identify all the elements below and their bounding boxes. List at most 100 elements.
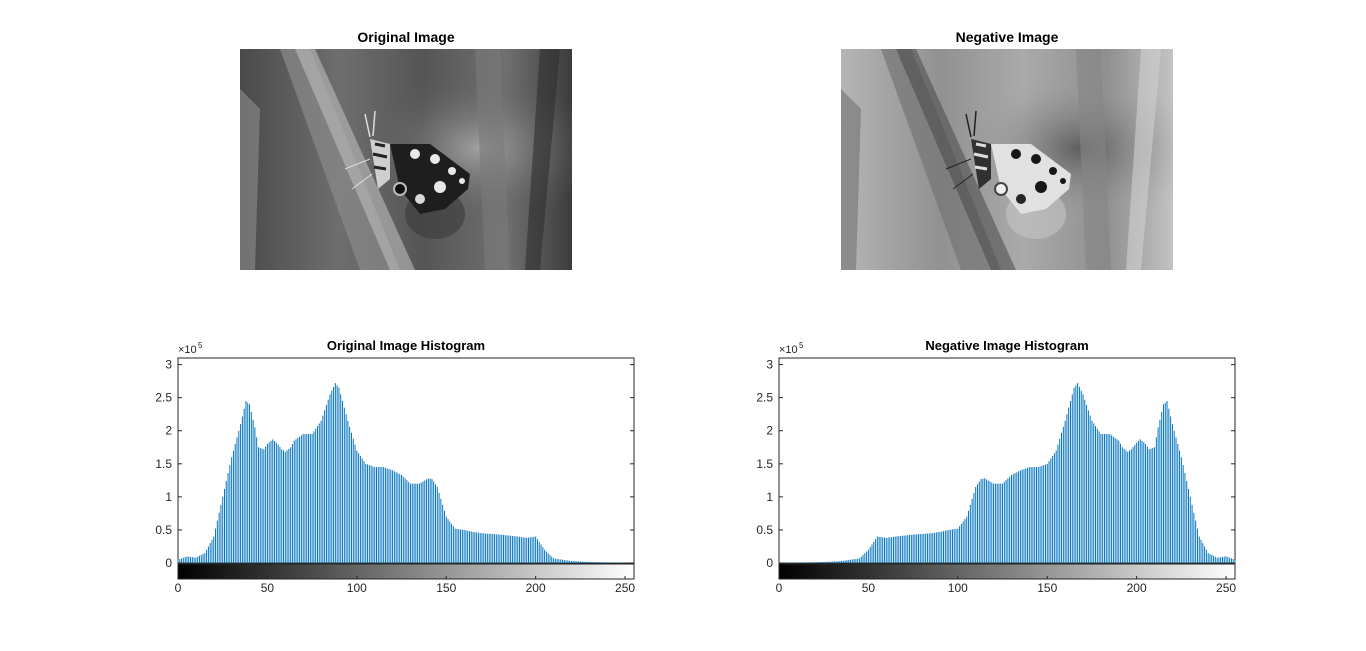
histogram-bar bbox=[1087, 410, 1089, 563]
histogram-bar bbox=[1204, 546, 1206, 563]
histogram-bar bbox=[887, 537, 889, 563]
histogram-bar bbox=[1014, 473, 1016, 563]
histogram-bar bbox=[1198, 536, 1200, 563]
histogram-bar bbox=[451, 523, 453, 563]
y-tick-label: 3 bbox=[766, 358, 773, 372]
butterfly-shape-negative bbox=[945, 110, 1071, 214]
histogram-bar bbox=[1080, 390, 1082, 563]
histogram-bar bbox=[894, 536, 896, 563]
histogram-bar bbox=[254, 427, 256, 563]
histogram-bar bbox=[923, 533, 925, 563]
histogram-bar bbox=[427, 478, 429, 563]
histogram-bar bbox=[941, 531, 943, 563]
histogram-bar bbox=[213, 536, 215, 563]
x-tick-label: 250 bbox=[1216, 581, 1236, 595]
histogram-bar bbox=[290, 447, 292, 563]
histogram-bar bbox=[946, 530, 948, 563]
y-exponent-power: 5 bbox=[198, 341, 203, 350]
histogram-bar bbox=[1046, 463, 1048, 563]
histogram-bar bbox=[447, 519, 449, 563]
y-tick-label: 1.5 bbox=[756, 457, 773, 471]
histogram-bar bbox=[1096, 428, 1098, 563]
histogram-bar bbox=[873, 541, 875, 563]
histogram-bar bbox=[869, 547, 871, 563]
histogram-bar bbox=[1023, 469, 1025, 563]
histogram-bar bbox=[1028, 467, 1030, 563]
histogram-bar bbox=[998, 483, 1000, 563]
histogram-bar bbox=[313, 431, 315, 563]
histogram-bar bbox=[315, 428, 317, 563]
histogram-bar bbox=[435, 484, 436, 563]
histogram-bar bbox=[576, 561, 578, 563]
histogram-bar bbox=[1069, 400, 1071, 563]
histogram-bar bbox=[601, 562, 603, 563]
histogram-bar bbox=[910, 534, 912, 563]
histogram-bar bbox=[300, 435, 302, 563]
histogram-bar bbox=[485, 533, 487, 563]
histogram-bar bbox=[354, 444, 356, 563]
histogram-bar bbox=[950, 529, 952, 563]
histogram-bar bbox=[1041, 465, 1043, 563]
histogram-bar bbox=[1177, 443, 1179, 563]
histogram-bar bbox=[973, 492, 975, 563]
histogram-bar bbox=[381, 467, 383, 563]
histogram-bar bbox=[542, 547, 544, 563]
histogram-bar bbox=[193, 557, 195, 563]
histogram-bar bbox=[1152, 447, 1154, 563]
histogram-bar bbox=[474, 532, 476, 563]
histogram-bar bbox=[592, 562, 594, 563]
histogram-1: Negative Image Histogram 0 0.5 1 1.5 2 2.5 3 ×10… bbox=[756, 338, 1236, 595]
histogram-bar bbox=[383, 467, 385, 563]
histogram-bar bbox=[438, 492, 440, 563]
histogram-bar bbox=[841, 561, 843, 563]
histogram-bar bbox=[901, 535, 903, 563]
histogram-bar bbox=[937, 532, 939, 563]
histogram-bar bbox=[878, 536, 880, 563]
histogram-bar bbox=[1044, 464, 1046, 563]
histogram-bar bbox=[980, 479, 982, 563]
histogram-bar bbox=[519, 536, 521, 563]
histogram-bar bbox=[1139, 439, 1141, 563]
histogram-bar bbox=[279, 447, 281, 563]
histogram-bar bbox=[506, 535, 508, 563]
histogram-bar bbox=[825, 561, 826, 563]
histogram-bar bbox=[370, 465, 372, 563]
histogram-bar bbox=[953, 529, 955, 563]
histogram-bar bbox=[274, 440, 276, 563]
histogram-bar bbox=[921, 533, 923, 563]
x-tick-label: 0 bbox=[776, 581, 783, 595]
y-exponent-power: 5 bbox=[799, 341, 804, 350]
histogram-bar bbox=[1112, 436, 1114, 563]
histogram-bar bbox=[1057, 444, 1059, 563]
axes-box bbox=[778, 357, 1236, 564]
histogram-bar bbox=[832, 561, 834, 563]
histogram-bar bbox=[1078, 386, 1080, 563]
histogram-bar bbox=[1068, 407, 1070, 563]
histogram-bar bbox=[1061, 432, 1063, 563]
histogram-bar bbox=[909, 534, 911, 563]
histogram-bar bbox=[1027, 467, 1029, 563]
histogram-bar bbox=[839, 561, 841, 563]
histogram-bar bbox=[468, 531, 470, 563]
histogram-bar bbox=[903, 535, 905, 563]
histogram-bar bbox=[814, 562, 816, 563]
histogram-bar bbox=[536, 539, 538, 563]
y-tick-label: 0 bbox=[766, 556, 773, 570]
butterfly-shape bbox=[344, 110, 470, 214]
histogram-bar bbox=[558, 559, 560, 563]
histogram-bar bbox=[206, 549, 208, 563]
original-image bbox=[240, 49, 572, 270]
histogram-bar bbox=[390, 469, 392, 563]
histogram-bar bbox=[857, 558, 859, 563]
histogram-bar bbox=[263, 449, 265, 563]
histogram-bar bbox=[247, 402, 249, 563]
histogram-bar bbox=[277, 444, 279, 563]
histogram-bar bbox=[544, 549, 546, 563]
histogram-bar bbox=[1120, 443, 1122, 563]
histogram-bar bbox=[238, 430, 240, 563]
histogram-bar bbox=[966, 516, 968, 563]
histogram-bar bbox=[1136, 442, 1138, 563]
histogram-bar bbox=[1116, 439, 1118, 563]
histogram-bar bbox=[401, 475, 403, 563]
histogram-bar bbox=[1232, 559, 1234, 563]
